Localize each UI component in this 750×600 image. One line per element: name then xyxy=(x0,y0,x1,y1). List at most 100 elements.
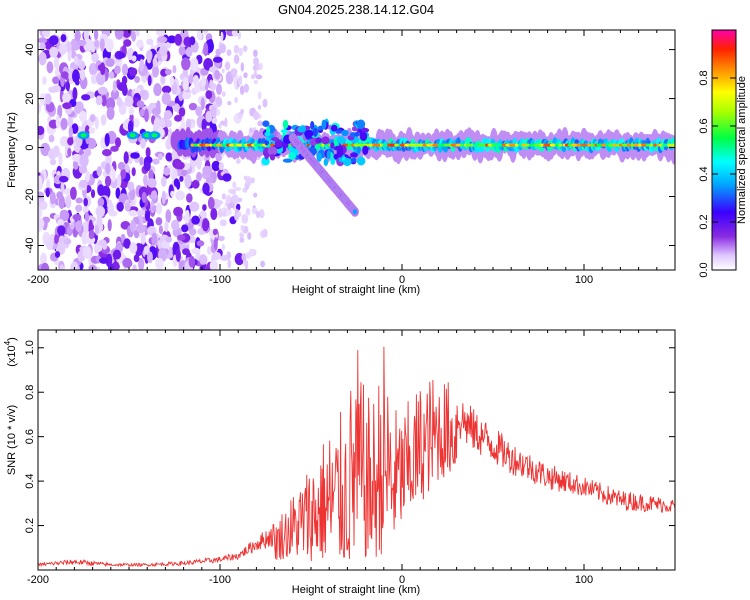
noise-blob xyxy=(65,80,70,92)
noise-blob xyxy=(138,257,145,270)
noise-blob xyxy=(95,205,106,218)
noise-blob xyxy=(156,100,161,113)
branch-blob xyxy=(359,132,368,141)
noise-blob xyxy=(114,30,124,40)
ridge-peak xyxy=(653,143,657,147)
noise-blob xyxy=(171,219,180,231)
noise-blob xyxy=(74,101,84,114)
noise-blob xyxy=(210,208,218,220)
noise-blob xyxy=(196,240,205,247)
noise-blob xyxy=(182,248,190,256)
noise-blob xyxy=(205,90,213,100)
noise-blob xyxy=(97,197,105,207)
ridge-peak xyxy=(591,143,596,147)
noise-blob xyxy=(242,45,248,52)
noise-blob xyxy=(100,62,106,76)
noise-blob xyxy=(38,191,44,199)
noise-blob xyxy=(253,192,258,198)
noise-blob xyxy=(227,259,232,269)
noise-blob xyxy=(226,49,232,56)
noise-blob xyxy=(136,39,144,48)
x-tick-label: 0 xyxy=(399,274,405,286)
noise-blob xyxy=(205,176,214,184)
noise-blob xyxy=(139,58,145,72)
ridge-peak xyxy=(667,143,672,147)
ridge-peak xyxy=(601,143,607,147)
noise-blob xyxy=(189,228,197,236)
noise-blob xyxy=(39,93,47,106)
noise-blob xyxy=(59,137,67,147)
colorbar-ticks: 0.0 0.2 0.4 0.6 0.8 xyxy=(698,70,736,278)
noise-blob xyxy=(48,148,57,160)
noise-blob xyxy=(238,47,243,57)
noise-blob xyxy=(121,63,129,76)
y-tick-label: 0.4 xyxy=(24,473,36,488)
branch-blob xyxy=(356,119,366,130)
noise-blob xyxy=(117,161,126,171)
noise-blob xyxy=(128,107,134,116)
noise-blob xyxy=(199,210,207,219)
noise-blob xyxy=(167,35,177,44)
noise-blob xyxy=(95,244,103,252)
branch-blob xyxy=(362,145,369,155)
ridge-peak xyxy=(608,143,615,147)
noise-blob xyxy=(70,261,79,270)
noise-blob xyxy=(57,225,66,236)
noise-blob xyxy=(68,126,74,138)
noise-blob xyxy=(111,168,116,183)
noise-blob xyxy=(175,161,185,170)
noise-blob xyxy=(260,260,265,268)
noise-blob xyxy=(236,158,241,164)
noise-blob xyxy=(152,57,158,68)
noise-blob xyxy=(163,167,171,176)
chart-title: GN04.2025.238.14.12.G04 xyxy=(278,2,434,17)
noise-blob xyxy=(49,191,56,205)
noise-blob xyxy=(181,224,189,233)
noise-blob xyxy=(72,87,78,101)
noise-blob xyxy=(253,49,258,57)
noise-blob xyxy=(209,79,214,89)
noise-blob xyxy=(203,30,209,35)
noise-blob xyxy=(188,74,194,84)
noise-blob xyxy=(90,189,96,199)
noise-blob xyxy=(75,220,82,232)
noise-blob xyxy=(76,39,87,47)
noise-blob xyxy=(134,76,141,83)
noise-blob xyxy=(234,187,242,191)
noise-blob xyxy=(60,118,68,130)
noise-blob xyxy=(222,207,227,212)
branch-blob xyxy=(288,152,297,160)
noise-blob xyxy=(155,217,163,226)
noise-blob xyxy=(42,76,47,85)
noise-blob xyxy=(58,152,63,166)
noise-blob xyxy=(107,219,112,232)
spectrogram-plot xyxy=(38,30,675,270)
noise-blob xyxy=(82,245,92,259)
noise-blob xyxy=(221,244,225,251)
ridge-patch-core xyxy=(151,133,158,138)
branch-blob xyxy=(304,129,314,138)
noise-blob xyxy=(182,77,190,91)
branch-blob xyxy=(361,127,370,133)
noise-blob xyxy=(74,30,81,42)
noise-blob xyxy=(67,137,74,146)
ridge-peak xyxy=(612,143,618,147)
noise-blob xyxy=(116,201,124,212)
noise-blob xyxy=(79,153,89,168)
noise-blob xyxy=(72,69,80,83)
noise-blob xyxy=(256,210,260,219)
ridge-peak xyxy=(465,143,474,147)
colorbar-tick-label: 0.8 xyxy=(698,70,710,85)
noise-blob xyxy=(237,31,242,40)
noise-blob xyxy=(160,176,167,187)
noise-blob xyxy=(153,117,161,132)
noise-blob xyxy=(79,110,87,123)
noise-blob xyxy=(54,68,60,76)
noise-blob xyxy=(88,127,96,134)
noise-blob xyxy=(146,38,154,46)
noise-blob xyxy=(251,207,258,215)
noise-blob xyxy=(45,93,52,105)
noise-blob xyxy=(83,197,88,207)
noise-blob xyxy=(130,219,136,233)
snr-y-multiplier-exponent: 4 xyxy=(3,340,12,345)
